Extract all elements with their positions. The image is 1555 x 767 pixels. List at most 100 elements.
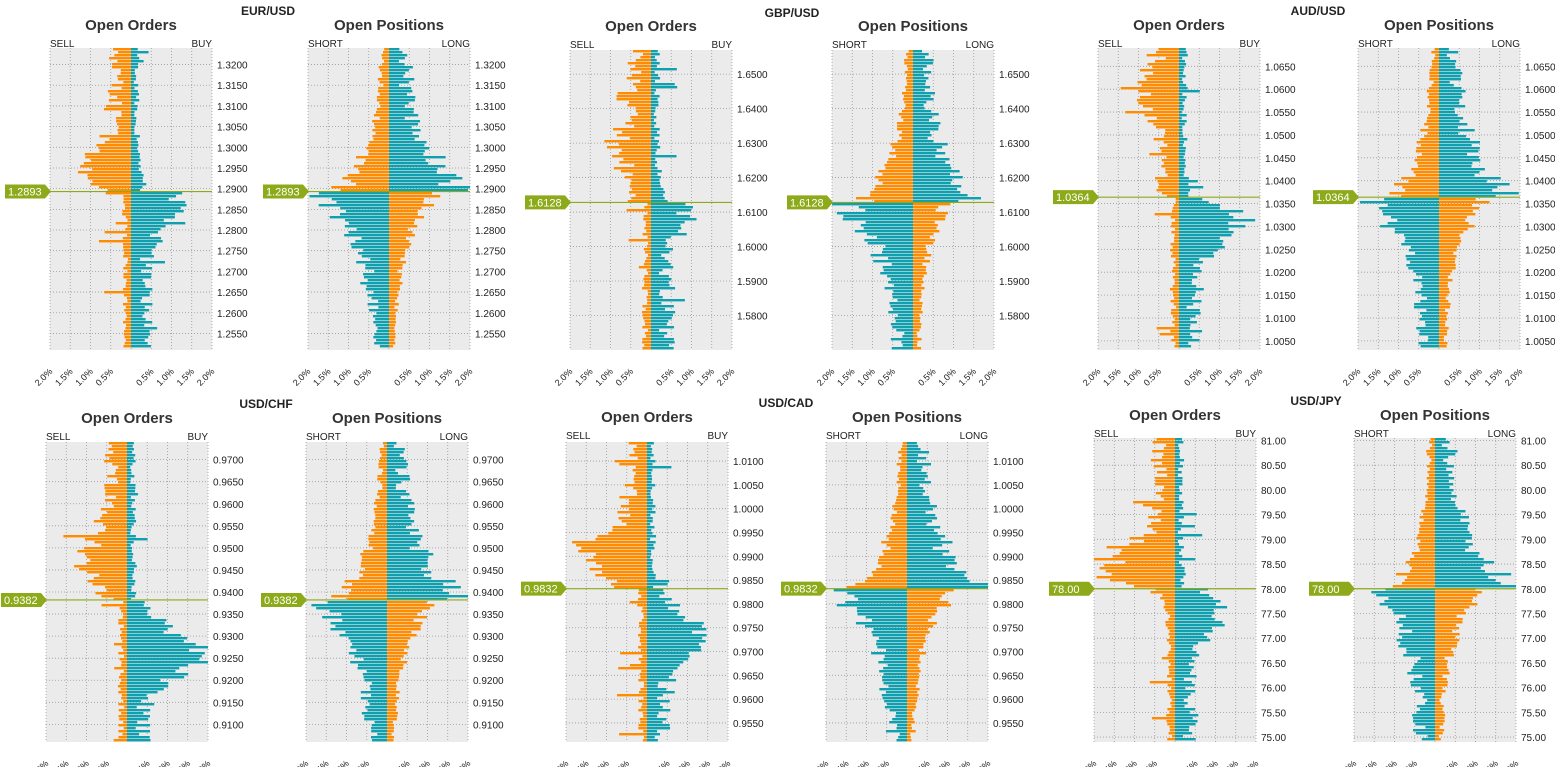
long-bar xyxy=(907,628,928,631)
short-bar xyxy=(1396,639,1435,642)
long-bar xyxy=(387,607,430,610)
sell-bar xyxy=(95,592,127,595)
long-bar xyxy=(913,122,941,125)
buy-bar xyxy=(1175,687,1186,690)
long-bar xyxy=(913,260,930,263)
long-bar xyxy=(1439,96,1463,99)
sell-bar xyxy=(624,176,651,179)
sell-bar xyxy=(1172,267,1179,270)
buy-bar xyxy=(1179,255,1215,258)
long-bar xyxy=(1439,171,1480,174)
buy-bar xyxy=(1179,78,1183,81)
sell-bar xyxy=(597,535,647,538)
sell-bar xyxy=(1167,627,1175,630)
y-tick-label: 0.9950 xyxy=(993,528,1024,539)
short-bar xyxy=(897,128,913,131)
y-tick-label: 76.00 xyxy=(1261,684,1286,695)
short-bar xyxy=(1417,162,1439,165)
short-bar xyxy=(361,712,387,715)
long-bar xyxy=(387,676,400,679)
short-bar xyxy=(871,652,907,655)
short-bar xyxy=(1415,690,1435,693)
buy-bar xyxy=(651,89,656,92)
buy-label: BUY xyxy=(1239,39,1260,50)
short-bar xyxy=(373,520,387,523)
sell-bar xyxy=(99,150,131,153)
short-bar xyxy=(1394,231,1439,234)
short-bar xyxy=(1433,81,1439,84)
short-bar xyxy=(896,739,907,742)
short-bar xyxy=(1405,615,1435,618)
long-bar xyxy=(1435,462,1448,465)
buy-bar xyxy=(1175,570,1185,573)
sell-bar xyxy=(641,311,651,314)
sell-bar xyxy=(1175,219,1179,222)
sell-bar xyxy=(1173,204,1179,207)
short-bar xyxy=(383,51,389,54)
short-bar xyxy=(329,610,387,613)
buy-bar xyxy=(647,469,653,472)
buy-bar xyxy=(131,321,153,324)
y-tick-label: 0.9650 xyxy=(213,478,244,489)
buy-bar xyxy=(651,77,661,80)
long-bar xyxy=(389,345,394,348)
long-bar xyxy=(913,284,922,287)
sell-bar xyxy=(647,236,651,239)
x-tick-label: 0.5% xyxy=(654,366,676,388)
buy-bar xyxy=(651,338,674,341)
sell-bar xyxy=(1167,708,1175,711)
long-bar xyxy=(1439,192,1519,195)
sell-bar xyxy=(629,185,651,188)
short-bar xyxy=(1413,306,1439,309)
sell-bar xyxy=(613,167,651,170)
long-bar xyxy=(913,263,923,266)
long-bar xyxy=(907,532,938,535)
buy-bar xyxy=(651,50,658,53)
long-bar xyxy=(387,598,448,601)
open-orders-panel: 1.03641.06501.06001.05501.05001.04501.04… xyxy=(1053,48,1296,388)
short-bar xyxy=(897,125,913,128)
sell-bar xyxy=(638,709,647,712)
buy-bar xyxy=(1175,456,1180,459)
long-bar xyxy=(387,670,400,673)
y-tick-label: 1.6400 xyxy=(999,105,1030,116)
short-bar xyxy=(891,263,913,266)
sell-bar xyxy=(626,77,651,80)
x-tick-label: 2.0% xyxy=(191,758,213,767)
sell-bar xyxy=(643,278,651,281)
long-bar xyxy=(1435,732,1443,735)
sell-bar xyxy=(1161,510,1175,513)
buy-bar xyxy=(1175,528,1181,531)
buy-bar xyxy=(1179,249,1218,252)
sell-bar xyxy=(613,128,651,131)
short-bar xyxy=(363,676,387,679)
short-bar xyxy=(881,565,907,568)
sell-bar xyxy=(1171,339,1179,342)
short-bar xyxy=(352,583,387,586)
long-bar xyxy=(913,53,929,56)
buy-bar xyxy=(647,691,675,694)
sell-bar xyxy=(1160,597,1175,600)
x-tick-label: 1.5% xyxy=(829,758,851,767)
buy-bar xyxy=(651,236,671,239)
short-bar xyxy=(884,706,907,709)
buy-bar xyxy=(1175,579,1181,582)
buy-bar xyxy=(1175,483,1183,486)
buy-bar xyxy=(131,330,150,333)
buy-bar xyxy=(647,715,658,718)
buy-bar xyxy=(127,706,137,709)
short-bar xyxy=(1402,186,1439,189)
buy-bar xyxy=(647,598,672,601)
short-bar xyxy=(907,56,913,59)
buy-bar xyxy=(651,65,657,68)
buy-bar xyxy=(131,282,145,285)
y-tick-label: 0.9650 xyxy=(993,671,1024,682)
long-bar xyxy=(389,159,426,162)
long-bar xyxy=(1439,270,1453,273)
short-bar xyxy=(1419,312,1439,315)
sell-bar xyxy=(617,92,651,95)
short-bar xyxy=(1405,237,1439,240)
long-bar xyxy=(1435,498,1451,501)
y-tick-label: 1.2850 xyxy=(217,205,248,216)
sell-bar xyxy=(124,204,131,207)
